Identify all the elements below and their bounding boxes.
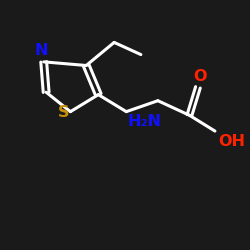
Text: OH: OH (218, 134, 246, 148)
Text: S: S (58, 105, 70, 120)
Text: O: O (194, 69, 207, 84)
Text: N: N (34, 43, 48, 58)
Text: H₂N: H₂N (128, 114, 162, 129)
